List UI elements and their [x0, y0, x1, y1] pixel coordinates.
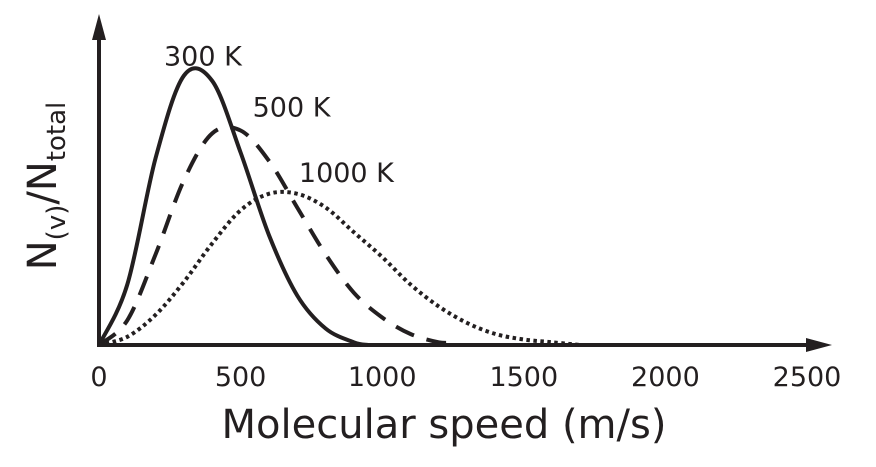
x-tick-label-500: 500	[215, 362, 267, 393]
series-labels: 300 K 500 K 1000 K	[164, 42, 395, 189]
axes	[92, 14, 832, 352]
x-tick-label-1000: 1000	[348, 362, 417, 393]
x-tick-label-2500: 2500	[773, 362, 842, 393]
y-axis-title-sub-total: total	[42, 102, 72, 161]
x-tick-label-2000: 2000	[631, 362, 700, 393]
series-lines	[97, 66, 581, 347]
series-label-1000k: 1000 K	[299, 158, 395, 189]
x-axis-arrow	[806, 338, 832, 352]
y-axis-title-main: N	[20, 240, 66, 270]
series-line-500k	[97, 125, 454, 347]
y-axis-arrow	[92, 14, 106, 40]
series-label-300k: 300 K	[164, 42, 243, 73]
series-line-300k	[97, 66, 369, 347]
series-label-500k: 500 K	[253, 93, 332, 124]
x-tick-label-0: 0	[90, 362, 107, 393]
series-line-1000k	[98, 189, 581, 347]
y-axis-title: N(v)/Ntotal	[20, 102, 72, 270]
y-axis-title-sub-v: (v)	[42, 205, 72, 241]
x-axis-title: Molecular speed (m/s)	[222, 402, 667, 448]
y-axis-title-slash-n: /N	[20, 161, 66, 204]
x-tick-labels: 0 500 1000 1500 2000 2500	[90, 362, 841, 393]
x-tick-label-1500: 1500	[489, 362, 558, 393]
